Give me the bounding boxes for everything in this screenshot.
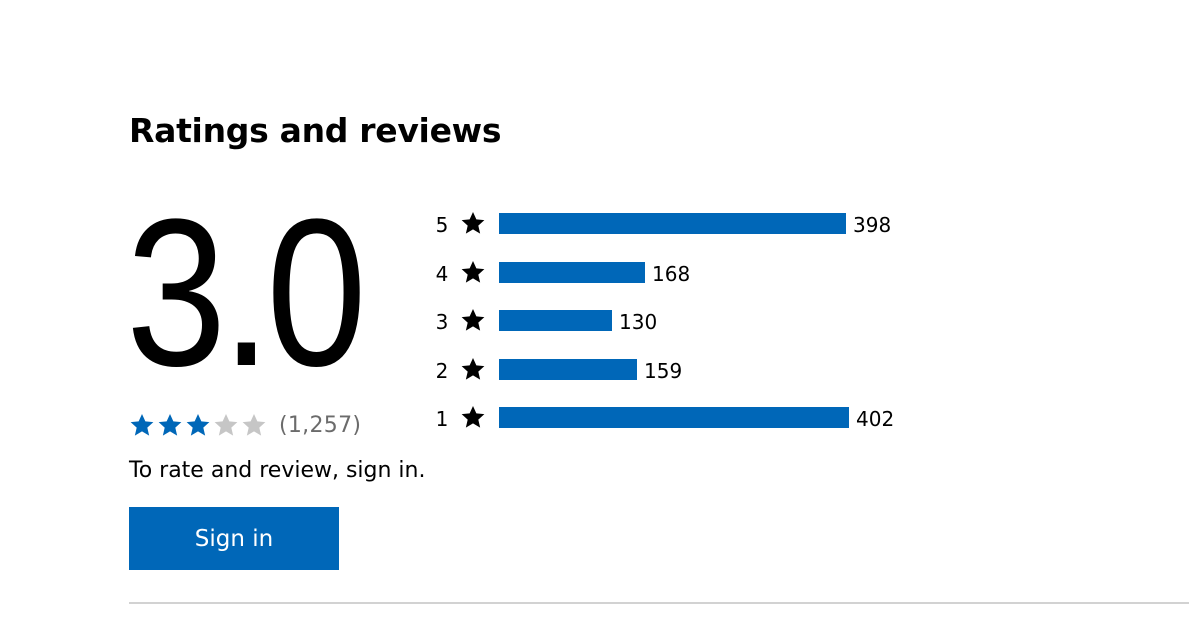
histogram-bar (499, 213, 846, 234)
sign-in-button[interactable]: Sign in (129, 507, 339, 570)
histogram-count: 168 (652, 261, 691, 286)
average-rating: 3.0 (126, 175, 367, 410)
histogram-star-label: 5 (435, 213, 449, 237)
section-divider (129, 602, 1189, 604)
star-icon (460, 210, 486, 236)
star-icon (460, 307, 486, 333)
star-empty-icon (241, 412, 267, 438)
star-filled-icon (129, 412, 155, 438)
rating-histogram: 5 398 4 168 3 130 2 159 1 402 (433, 205, 913, 448)
histogram-bar (499, 310, 612, 331)
star-rating: (1,257) (129, 410, 361, 440)
star-filled-icon (157, 412, 183, 438)
histogram-count: 402 (856, 407, 895, 431)
histogram-star-label: 3 (435, 310, 449, 334)
histogram-star-label: 4 (435, 261, 449, 286)
histogram-count: 130 (619, 310, 658, 334)
histogram-bar (499, 407, 849, 428)
histogram-bar (499, 261, 645, 283)
histogram-bar (499, 358, 637, 380)
histogram-star-label: 1 (435, 407, 449, 431)
histogram-row-3-stars: 3 130 (433, 302, 913, 351)
star-icon (460, 259, 486, 285)
star-empty-icon (213, 412, 239, 438)
histogram-row-4-stars: 4 168 (433, 254, 913, 303)
histogram-count: 398 (853, 213, 892, 237)
histogram-row-1-star: 1 402 (433, 399, 913, 448)
section-title: Ratings and reviews (129, 111, 502, 150)
rating-count: (1,257) (279, 412, 362, 438)
histogram-row-5-stars: 5 398 (433, 205, 913, 254)
sign-in-prompt: To rate and review, sign in. (129, 458, 426, 483)
star-filled-icon (185, 412, 211, 438)
star-icon (460, 404, 486, 430)
star-icon (460, 356, 486, 382)
histogram-row-2-stars: 2 159 (433, 351, 913, 400)
histogram-count: 159 (644, 358, 683, 383)
histogram-star-label: 2 (435, 358, 449, 383)
